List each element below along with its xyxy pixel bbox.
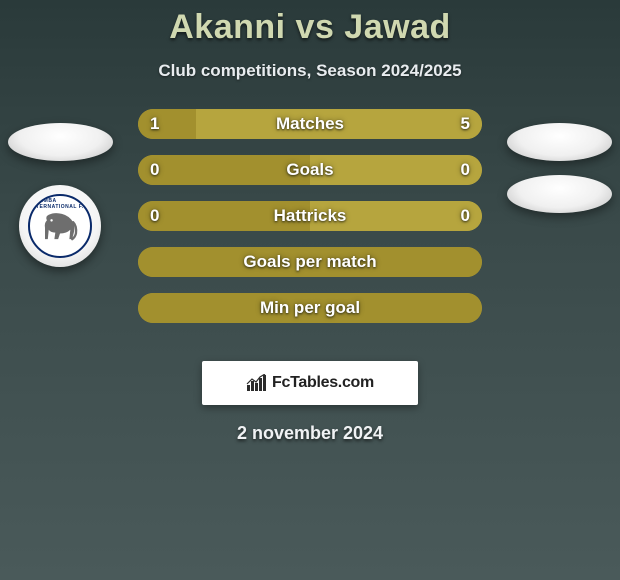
brand-text: FcTables.com	[272, 374, 374, 392]
comparison-arena: ENYIMBA INTERNATIONAL F.C. Matches15 Goal…	[0, 109, 620, 349]
stat-bars: Matches15 Goals00 Hattricks00 Goals per mat…	[138, 109, 482, 339]
player-left-oval	[8, 123, 113, 161]
player-right-oval-2	[507, 175, 612, 213]
stat-bar-goals-per-match: Goals per match	[138, 247, 482, 277]
stat-bar-goals: Goals00	[138, 155, 482, 185]
content-root: Akanni vs Jawad Club competitions, Seaso…	[0, 0, 620, 580]
stat-bar-min-per-goal: Min per goal	[138, 293, 482, 323]
stat-bar-hattricks: Hattricks00	[138, 201, 482, 231]
stat-bar-matches: Matches15	[138, 109, 482, 139]
club-badge: ENYIMBA INTERNATIONAL F.C.	[19, 185, 101, 267]
page-subtitle: Club competitions, Season 2024/2025	[0, 61, 620, 81]
page-title: Akanni vs Jawad	[0, 0, 620, 47]
club-badge-inner: ENYIMBA INTERNATIONAL F.C.	[28, 194, 92, 258]
elephant-icon	[41, 211, 79, 241]
player-right-oval-1	[507, 123, 612, 161]
bar-chart-icon	[246, 374, 268, 392]
brand-box: FcTables.com	[202, 361, 418, 405]
snapshot-date: 2 november 2024	[0, 423, 620, 444]
